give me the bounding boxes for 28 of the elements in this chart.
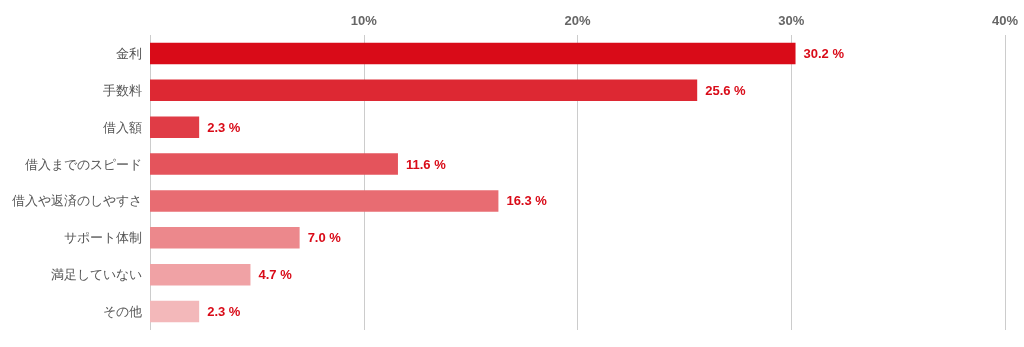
data-label: 25.6 % bbox=[705, 82, 747, 98]
y-tick-label: サポート体制 bbox=[64, 230, 142, 246]
y-tick-label: 満足していない bbox=[51, 267, 142, 283]
bar bbox=[150, 116, 200, 138]
data-label: 2.3 % bbox=[207, 304, 241, 320]
bar bbox=[150, 263, 251, 286]
y-tick-label: 金利 bbox=[116, 45, 142, 61]
bar bbox=[150, 190, 499, 212]
data-label: 11.6 % bbox=[405, 156, 447, 172]
x-tick-label: 30% bbox=[778, 13, 805, 28]
data-label: 30.2 % bbox=[803, 45, 845, 61]
y-tick-label: 借入額 bbox=[103, 119, 142, 135]
y-tick-label: 借入や返済のしやすさ bbox=[12, 193, 142, 209]
bar bbox=[150, 153, 398, 175]
y-tick-label: 手数料 bbox=[103, 82, 142, 98]
x-tick-label: 10% bbox=[350, 13, 378, 28]
bar bbox=[150, 79, 698, 102]
data-label: 16.3 % bbox=[506, 193, 548, 209]
y-tick-label: 借入までのスピード bbox=[25, 156, 142, 172]
bar bbox=[150, 227, 300, 249]
data-label: 2.3 % bbox=[207, 119, 241, 135]
y-tick-label: その他 bbox=[103, 304, 142, 320]
bar bbox=[150, 42, 796, 65]
bar bbox=[150, 300, 200, 323]
data-label: 4.7 % bbox=[258, 267, 293, 283]
x-tick-label: 20% bbox=[564, 13, 591, 28]
data-label: 7.0 % bbox=[307, 230, 342, 246]
x-tick-label: 40% bbox=[991, 13, 1019, 28]
